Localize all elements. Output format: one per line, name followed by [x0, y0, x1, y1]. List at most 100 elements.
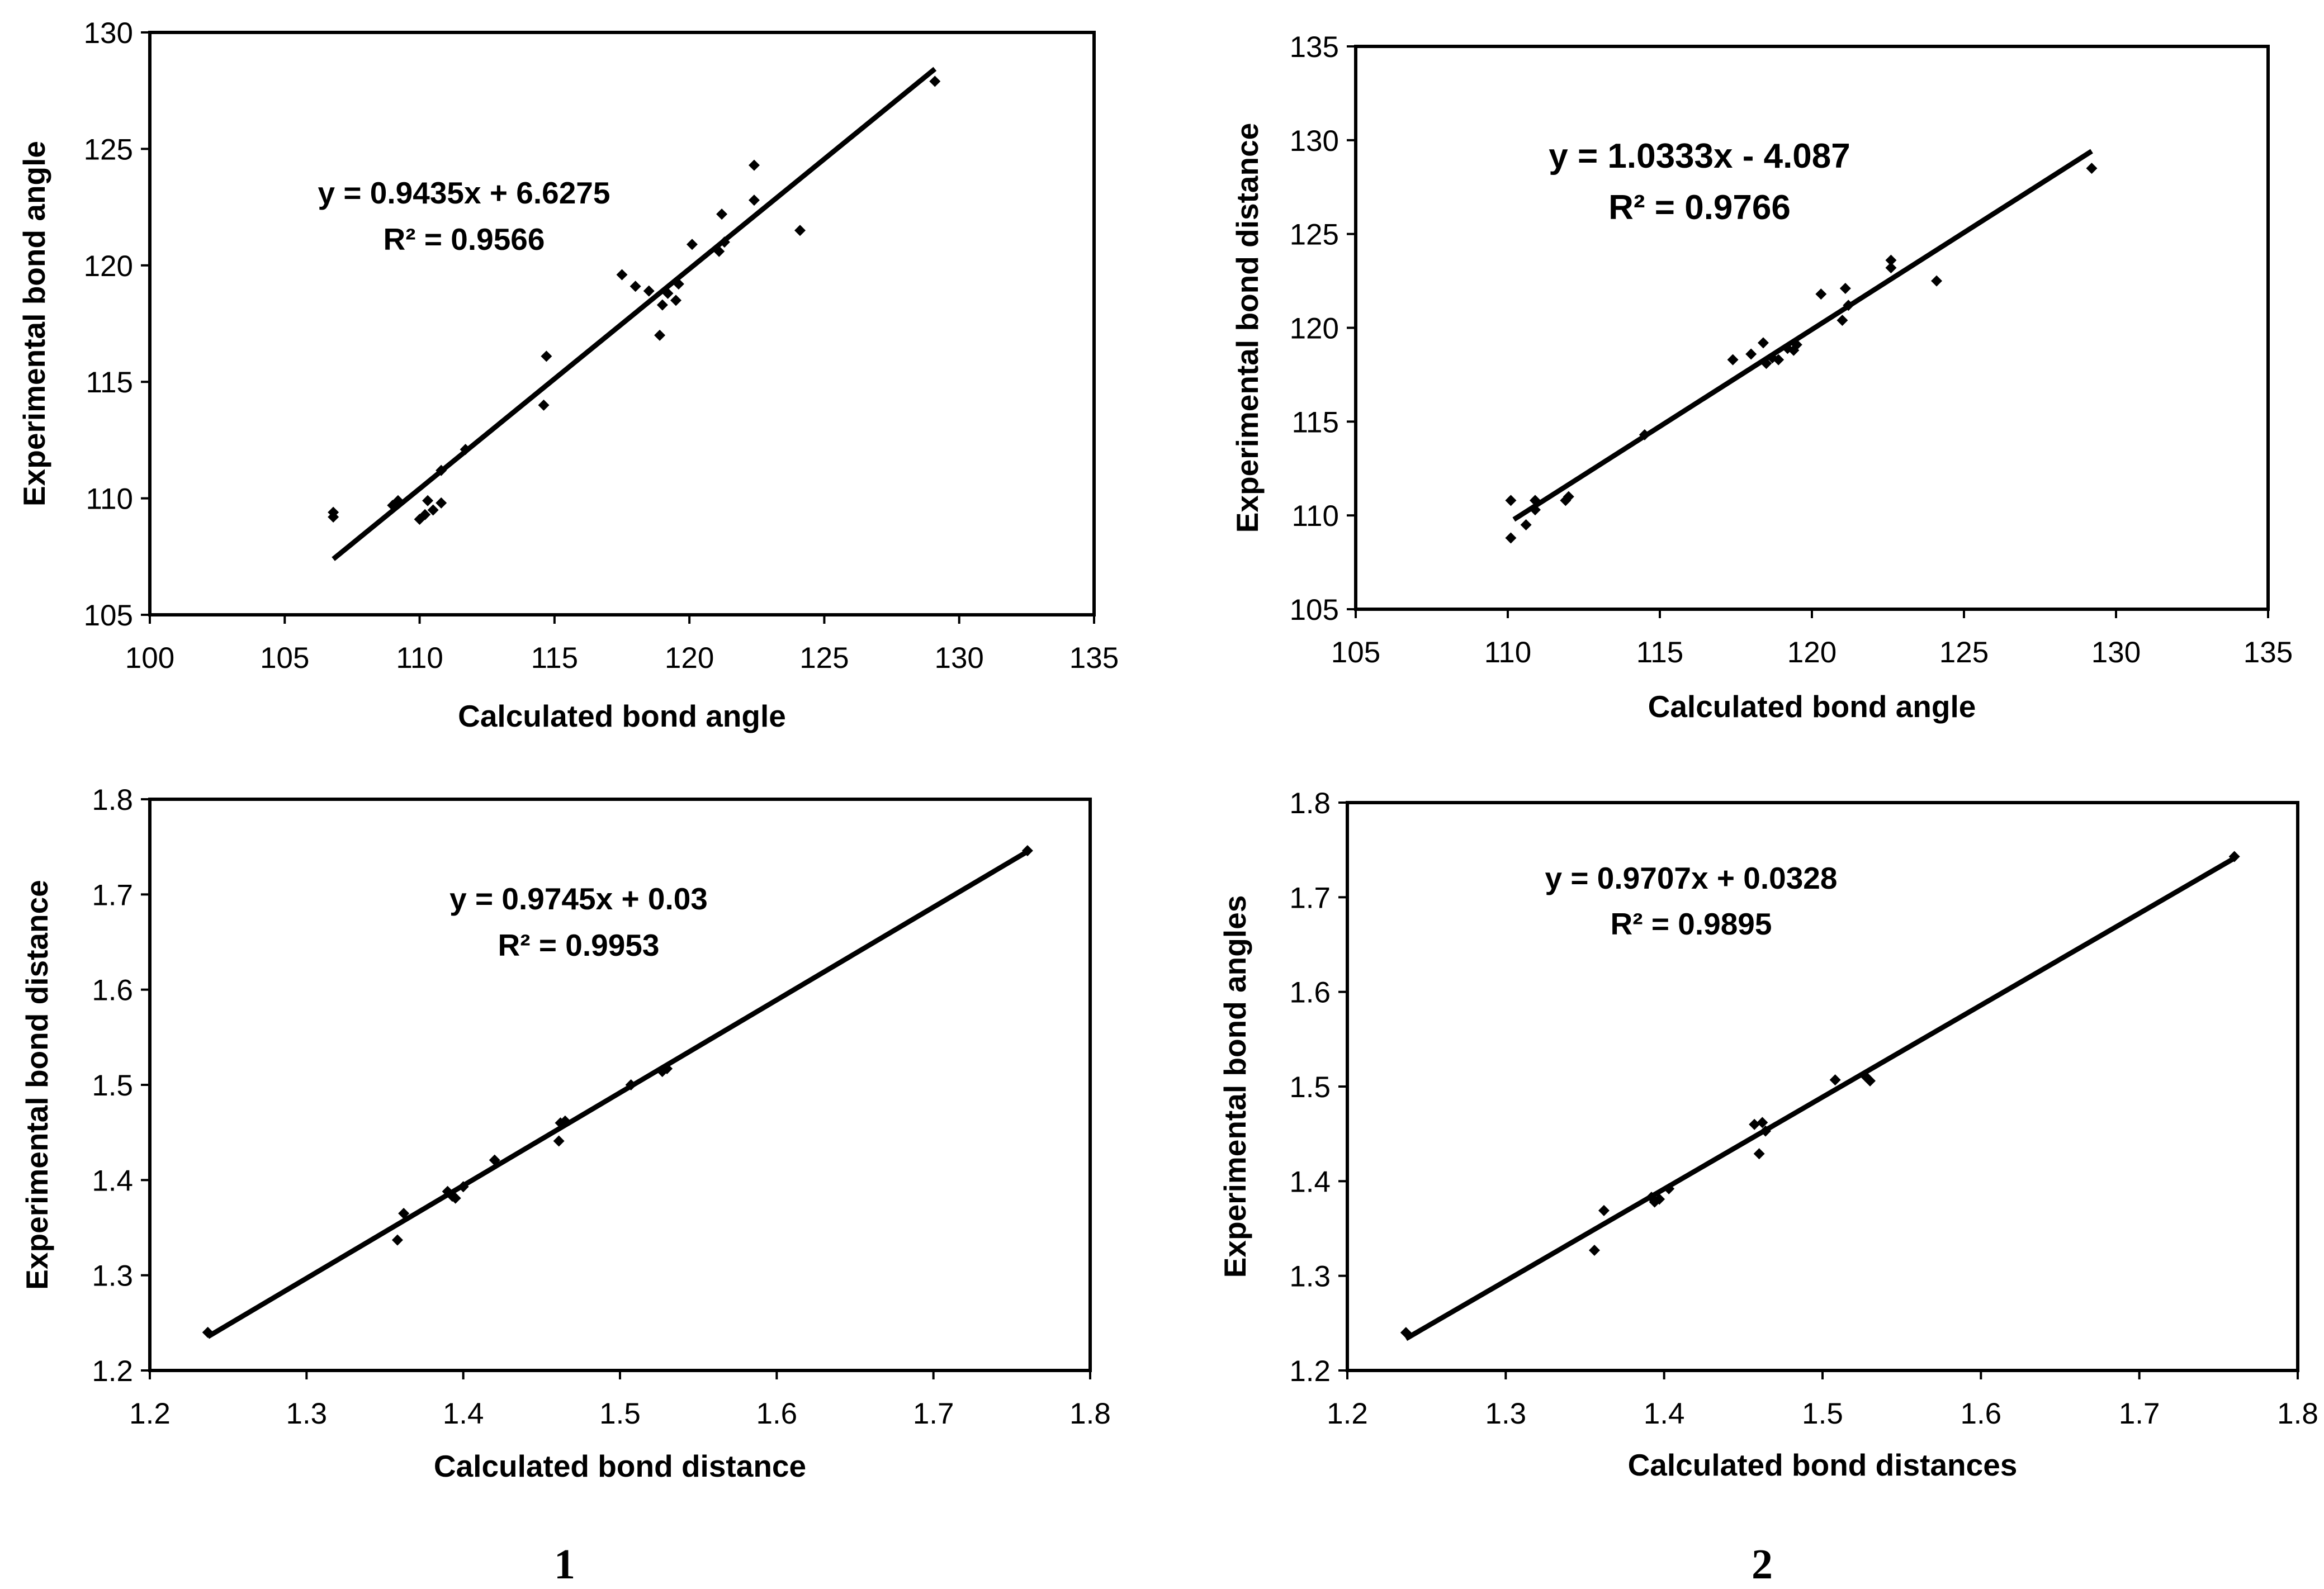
y-tick-label: 1.4 [1289, 1165, 1331, 1198]
data-point [457, 1181, 469, 1193]
data-point [629, 281, 641, 292]
trendline [1404, 856, 2236, 1341]
y-tick-label: 105 [1290, 594, 1339, 627]
x-tick-label: 110 [1484, 636, 1532, 669]
data-point [1529, 504, 1541, 516]
data-point [553, 1135, 565, 1147]
y-tick-label: 115 [86, 366, 134, 399]
x-tick-label: 115 [531, 642, 579, 675]
x-tick-label: 105 [1331, 636, 1380, 669]
x-tick-label: 125 [799, 642, 849, 675]
trendline [1512, 149, 2093, 522]
y-tick-label: 130 [84, 17, 133, 50]
x-tick-label: 1.6 [756, 1397, 797, 1430]
x-tick-label: 135 [2243, 636, 2293, 669]
y-axis-title: Experimental bond distance [1230, 123, 1265, 533]
data-point [686, 239, 698, 250]
y-tick-label: 1.6 [92, 974, 133, 1007]
data-point [1639, 429, 1650, 440]
data-point [436, 464, 447, 476]
y-tick-label: 115 [1292, 406, 1340, 439]
data-point [1864, 1075, 1876, 1087]
y-tick-label: 1.3 [92, 1260, 133, 1293]
x-tick-label: 105 [260, 642, 309, 675]
x-axis-title: Calculated bond angle [1648, 689, 1976, 724]
x-tick-label: 130 [2091, 636, 2141, 669]
x-tick-label: 1.7 [2119, 1397, 2160, 1430]
data-point [1749, 1118, 1760, 1130]
data-point [1021, 845, 1033, 856]
y-tick-label: 120 [84, 250, 133, 283]
data-point [398, 1207, 410, 1219]
data-point [1589, 1244, 1600, 1256]
data-point [1505, 495, 1517, 506]
data-point [670, 295, 682, 306]
data-point [1757, 1117, 1768, 1128]
x-axis-title: Calculated bond distance [434, 1449, 806, 1483]
r-squared: R² = 0.9566 [384, 222, 545, 257]
data-point [1757, 337, 1769, 349]
y-tick-label: 110 [1292, 500, 1340, 533]
compound-label-1: 1 [554, 1541, 575, 1588]
data-point [1598, 1204, 1610, 1216]
trendline [332, 67, 937, 561]
x-tick-label: 100 [125, 642, 174, 675]
data-point [1505, 532, 1517, 544]
y-tick-label: 105 [84, 599, 133, 632]
data-point [391, 1234, 403, 1246]
plot-frame [148, 31, 1096, 616]
data-point [1837, 315, 1848, 326]
data-point [662, 287, 674, 299]
data-point [1773, 354, 1785, 366]
x-tick-label: 130 [934, 642, 983, 675]
y-tick-label: 130 [1290, 125, 1339, 158]
x-tick-label: 120 [665, 642, 714, 675]
data-point [1727, 354, 1739, 366]
data-point [1654, 1193, 1665, 1205]
y-tick-label: 1.8 [1289, 787, 1331, 820]
x-tick-label: 135 [1069, 642, 1119, 675]
y-tick-label: 1.4 [92, 1164, 133, 1197]
x-tick-label: 1.3 [286, 1397, 327, 1430]
x-tick-label: 1.8 [1069, 1397, 1111, 1430]
data-point [538, 399, 550, 411]
y-tick-label: 125 [84, 133, 133, 166]
trend-equation: y = 0.9435x + 6.6275 [318, 175, 610, 210]
data-point [748, 159, 760, 171]
y-tick-label: 1.5 [92, 1069, 133, 1102]
r-squared: R² = 0.9895 [1611, 907, 1772, 941]
y-tick-label: 1.8 [92, 784, 133, 817]
y-tick-label: 1.7 [1289, 881, 1331, 914]
trend-equation: y = 0.9707x + 0.0328 [1545, 861, 1838, 895]
x-tick-label: 110 [396, 642, 443, 675]
data-point [1815, 288, 1827, 300]
x-axis-title: Calculated bond angle [458, 699, 786, 733]
data-point [422, 495, 434, 506]
data-point [1885, 262, 1897, 274]
x-tick-label: 115 [1636, 636, 1684, 669]
x-tick-label: 1.2 [1327, 1397, 1368, 1430]
data-point [1520, 519, 1532, 530]
chart-bottom-left: 1.2 1.3 1.4 1.5 1.6 1.7 1.8 1.2 1.3 1.4 1.5 1.6 1.7 1… [20, 784, 1111, 1483]
data-point [2228, 851, 2240, 862]
y-tick-label: 120 [1290, 312, 1339, 345]
trend-equation: y = 0.9745x + 0.03 [449, 881, 708, 916]
y-axis-title: Experimental bond angle [17, 141, 51, 506]
data-point [449, 1192, 461, 1204]
x-tick-label: 1.4 [443, 1397, 484, 1430]
y-tick-label: 1.2 [1289, 1355, 1331, 1388]
data-point [1885, 254, 1897, 266]
x-tick-label: 120 [1787, 636, 1837, 669]
data-point [748, 195, 760, 206]
data-point [2086, 163, 2098, 174]
data-point [202, 1326, 214, 1338]
data-point [1843, 300, 1854, 311]
x-tick-label: 1.3 [1485, 1397, 1526, 1430]
y-tick-label: 1.2 [92, 1355, 133, 1388]
x-tick-label: 125 [1939, 636, 1989, 669]
x-axis-title: Calculated bond distances [1628, 1448, 2018, 1482]
y-tick-label: 1.7 [92, 879, 133, 912]
data-point [673, 278, 684, 290]
data-point [1839, 283, 1851, 295]
data-point [1791, 339, 1802, 350]
